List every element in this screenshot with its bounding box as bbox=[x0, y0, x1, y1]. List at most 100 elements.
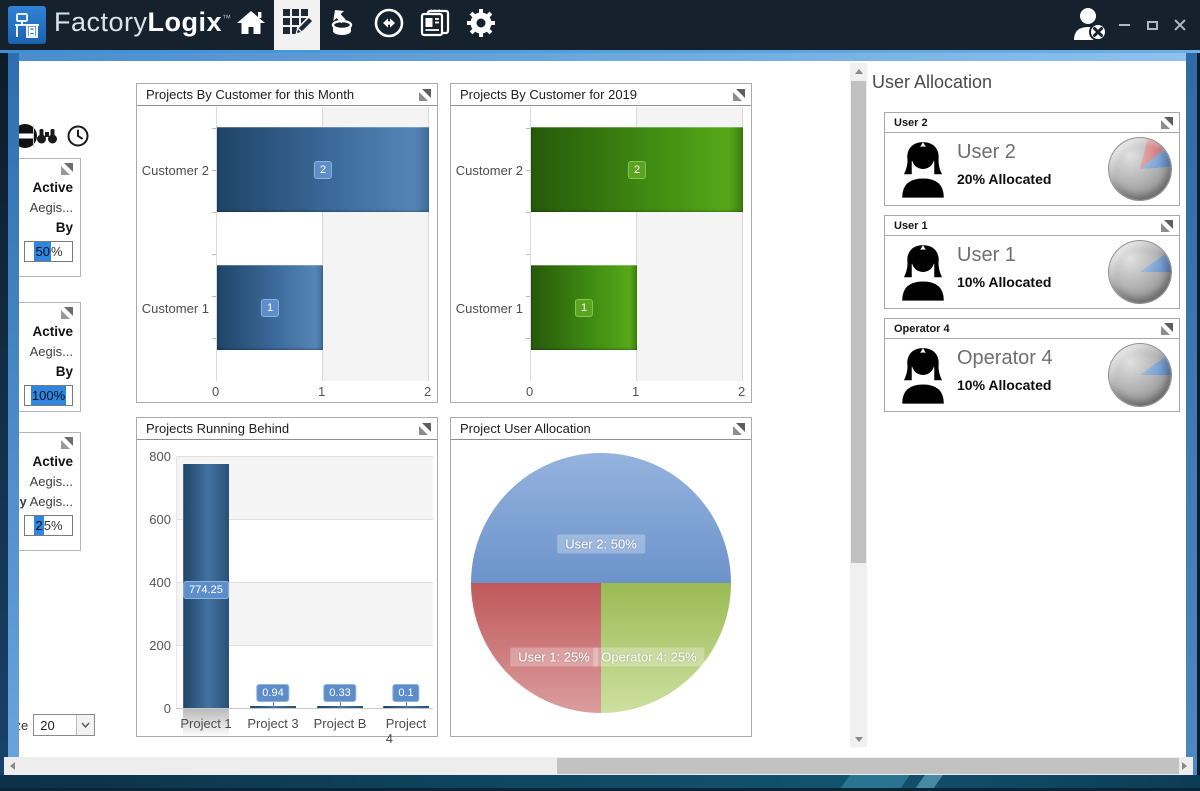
maximize-button[interactable] bbox=[1140, 14, 1164, 36]
plot-area: 800 600 400 200 0 774.25 0.94 0.33 0.1 P… bbox=[137, 440, 437, 746]
user-name: User 1 bbox=[957, 244, 1016, 266]
nav-home-button[interactable] bbox=[228, 0, 274, 50]
chevron-down-icon[interactable] bbox=[76, 715, 95, 735]
left-card-2: Active Aegis... By e: 100% bbox=[19, 302, 81, 412]
vertical-scrollbar[interactable] bbox=[850, 63, 867, 747]
nav-settings-button[interactable] bbox=[458, 0, 504, 50]
category-label: Project 1 bbox=[180, 716, 232, 731]
panel-header: Project User Allocation bbox=[451, 418, 751, 440]
user-card-header-label: Operator 4 bbox=[894, 322, 950, 335]
scroll-down-button[interactable] bbox=[850, 731, 867, 747]
pie-slice-label: User 1: 25% bbox=[510, 647, 598, 667]
minimize-button[interactable] bbox=[1112, 14, 1136, 36]
bar-value-label: 0.94 bbox=[256, 684, 290, 702]
user-card-header: User 2 bbox=[885, 113, 1179, 133]
nav-sync-button[interactable] bbox=[366, 0, 412, 50]
x-tick: 1 bbox=[318, 384, 326, 399]
nav-reports-button[interactable] bbox=[412, 0, 458, 50]
clock-button[interactable] bbox=[67, 125, 89, 147]
card-by-label: By bbox=[55, 220, 73, 235]
percent-input[interactable]: 2 5% bbox=[24, 515, 73, 536]
expand-panel-icon[interactable] bbox=[733, 422, 745, 435]
card-status: Active bbox=[32, 180, 73, 195]
left-card-3: Active Aegis... By Aegis... e: 25% bbox=[19, 432, 81, 551]
user-card-header-label: User 1 bbox=[894, 219, 928, 232]
binoculars-button[interactable] bbox=[36, 127, 58, 145]
frame-right bbox=[1186, 53, 1197, 775]
category-label: Customer 2 bbox=[455, 163, 523, 178]
x-tick: 1 bbox=[632, 384, 640, 399]
avatar bbox=[902, 142, 944, 198]
plot-area: 2 1 Customer 2 Customer 1 0 1 2 bbox=[451, 106, 751, 402]
sync-icon bbox=[374, 8, 404, 43]
expand-panel-icon[interactable] bbox=[419, 88, 431, 101]
category-label: Project B bbox=[313, 716, 367, 731]
expand-panel-icon[interactable] bbox=[1161, 116, 1173, 129]
chart-panel-projects-month: Projects By Customer for this Month 2 1 … bbox=[136, 83, 438, 403]
bar-value-label: 2 bbox=[627, 161, 647, 179]
expand-panel-icon[interactable] bbox=[419, 422, 431, 435]
chevron-left-icon bbox=[10, 762, 15, 770]
nav-database-button[interactable] bbox=[320, 0, 366, 50]
expand-panel-icon[interactable] bbox=[61, 437, 73, 449]
scrollbar-thumb[interactable] bbox=[851, 81, 866, 563]
chart-panel-running-behind: Projects Running Behind 800 600 400 200 … bbox=[136, 417, 438, 746]
frame-left-dark bbox=[0, 53, 8, 791]
expand-panel-icon[interactable] bbox=[733, 88, 745, 101]
scroll-right-button[interactable] bbox=[1176, 758, 1193, 774]
user-allocation-pie bbox=[1109, 344, 1171, 406]
user-card-user-1: User 1 User 1 10% Allocated bbox=[884, 215, 1180, 309]
scrollbar-thumb[interactable] bbox=[557, 758, 1179, 774]
dashboard-grid-pencil-icon bbox=[282, 8, 315, 43]
bar-value-label: 1 bbox=[574, 299, 594, 317]
titlebar: FactoryLogix™ bbox=[0, 0, 1200, 50]
reports-icon bbox=[420, 9, 450, 42]
card-owner: Aegis... bbox=[29, 474, 73, 489]
allocation-pie-chart[interactable] bbox=[469, 451, 733, 715]
user-logout-button[interactable] bbox=[1068, 6, 1112, 46]
percent-input[interactable]: 50% bbox=[24, 241, 73, 262]
pie-slice-label: Operator 4: 25% bbox=[593, 647, 705, 667]
user-allocation-pie bbox=[1109, 241, 1171, 303]
window-bottom-chrome bbox=[0, 775, 1200, 788]
horizontal-scrollbar[interactable] bbox=[4, 757, 1193, 775]
y-tick: 800 bbox=[149, 449, 171, 464]
close-button[interactable] bbox=[1168, 14, 1192, 36]
main-nav bbox=[228, 0, 504, 50]
card-owner: Aegis... bbox=[29, 200, 73, 215]
pie-slice-label: User 2: 50% bbox=[557, 534, 645, 554]
expand-panel-icon[interactable] bbox=[61, 307, 73, 319]
panel-title: Projects Running Behind bbox=[146, 421, 290, 436]
field-label: e: bbox=[19, 518, 20, 533]
expand-panel-icon[interactable] bbox=[1161, 219, 1173, 232]
expand-panel-icon[interactable] bbox=[1161, 322, 1173, 335]
plot-area: User 2: 50% User 1: 25% Operator 4: 25% bbox=[451, 440, 751, 736]
user-name: Operator 4 bbox=[957, 347, 1053, 369]
bar-value-label: 1 bbox=[260, 299, 280, 317]
x-tick: 0 bbox=[212, 384, 220, 399]
binoculars-icon bbox=[37, 129, 57, 144]
user-allocated: 10% Allocated bbox=[957, 274, 1052, 290]
user-allocated: 20% Allocated bbox=[957, 171, 1052, 187]
main-content: Active Aegis... By e: 50% Active Aegis..… bbox=[19, 61, 1186, 757]
user-logout-icon bbox=[1071, 6, 1109, 47]
scroll-left-button[interactable] bbox=[4, 758, 21, 774]
panel-header: Projects By Customer for 2019 bbox=[451, 84, 751, 106]
toolbar-separator bbox=[33, 125, 34, 147]
expand-panel-icon[interactable] bbox=[61, 163, 73, 175]
blocked-button[interactable] bbox=[19, 123, 51, 149]
scroll-up-button[interactable] bbox=[850, 63, 867, 79]
panel-header: Projects By Customer for this Month bbox=[137, 84, 437, 106]
x-tick: 0 bbox=[526, 384, 534, 399]
bar-value-label: 774.25 bbox=[183, 581, 229, 599]
minimize-icon bbox=[1118, 24, 1130, 26]
size-dropdown[interactable]: 20 bbox=[33, 714, 96, 736]
bar-value-label: 0.1 bbox=[392, 684, 420, 702]
user-allocation-pie bbox=[1109, 138, 1171, 200]
user-card-header: User 1 bbox=[885, 216, 1179, 236]
nav-dashboard-button[interactable] bbox=[274, 0, 320, 50]
user-card-operator-4: Operator 4 Operator 4 10% Allocated bbox=[884, 318, 1180, 412]
card-by-label: By bbox=[55, 364, 73, 379]
percent-input[interactable]: 100% bbox=[24, 385, 73, 406]
